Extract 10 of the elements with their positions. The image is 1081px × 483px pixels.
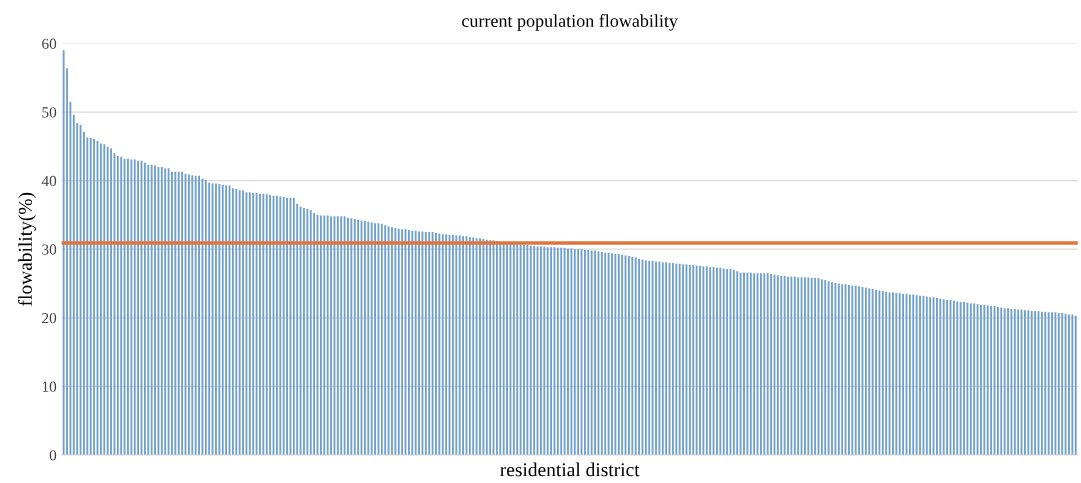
y-tick-label: 20	[42, 312, 57, 324]
y-tick-label: 50	[42, 107, 57, 118]
y-tick-label: 30	[42, 244, 57, 255]
y-tick-label: 10	[42, 381, 57, 392]
y-tick-label: 0	[49, 450, 57, 461]
x-axis-title: residential district	[500, 462, 640, 477]
y-tick-label: 60	[42, 38, 57, 49]
chart-title: current population flowability	[462, 14, 678, 31]
y-axis-title: flowability(%)	[18, 192, 36, 306]
y-tick-label: 40	[41, 175, 57, 187]
